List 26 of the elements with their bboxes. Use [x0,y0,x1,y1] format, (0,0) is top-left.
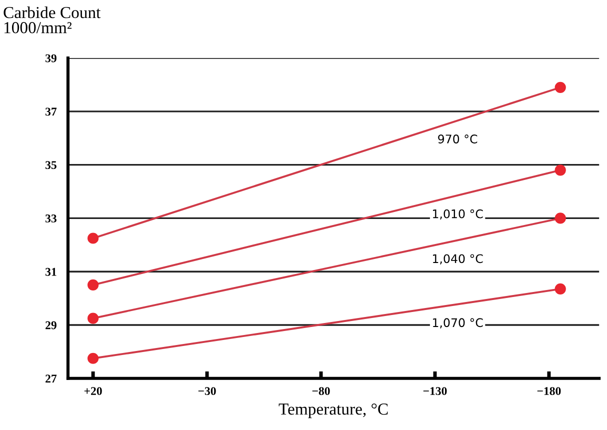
y-tick-label: 33 [46,214,56,222]
point [88,352,99,364]
y-tick-label: 31 [46,268,56,276]
x-tick-label: −30 [198,387,216,396]
point [554,164,566,176]
point [554,283,566,295]
x-axis-title: Temperature, °C [278,403,388,418]
point [554,212,566,224]
point [88,232,99,244]
x-tick-label: −80 [312,387,330,396]
point [88,279,99,291]
y-tick-label: 37 [46,108,57,116]
y-tick-label: 39 [46,54,56,62]
y-tick-label: 29 [46,321,56,330]
y-axis-title: Carbide Count 1000/mm² [4,6,101,34]
x-tick-label: −130 [423,387,447,396]
series-label: 1,070 °C [433,318,483,328]
series-label: 1,040 °C [433,254,483,264]
series-label: 970 °C [438,134,478,144]
y-tick-label: 27 [46,374,57,382]
x-tick-label: −180 [537,387,561,396]
point [88,312,99,324]
series-label: 1,010 °C [433,209,483,220]
point [554,82,566,93]
y-tick-label: 35 [46,161,56,170]
x-tick-label: +20 [84,387,102,396]
